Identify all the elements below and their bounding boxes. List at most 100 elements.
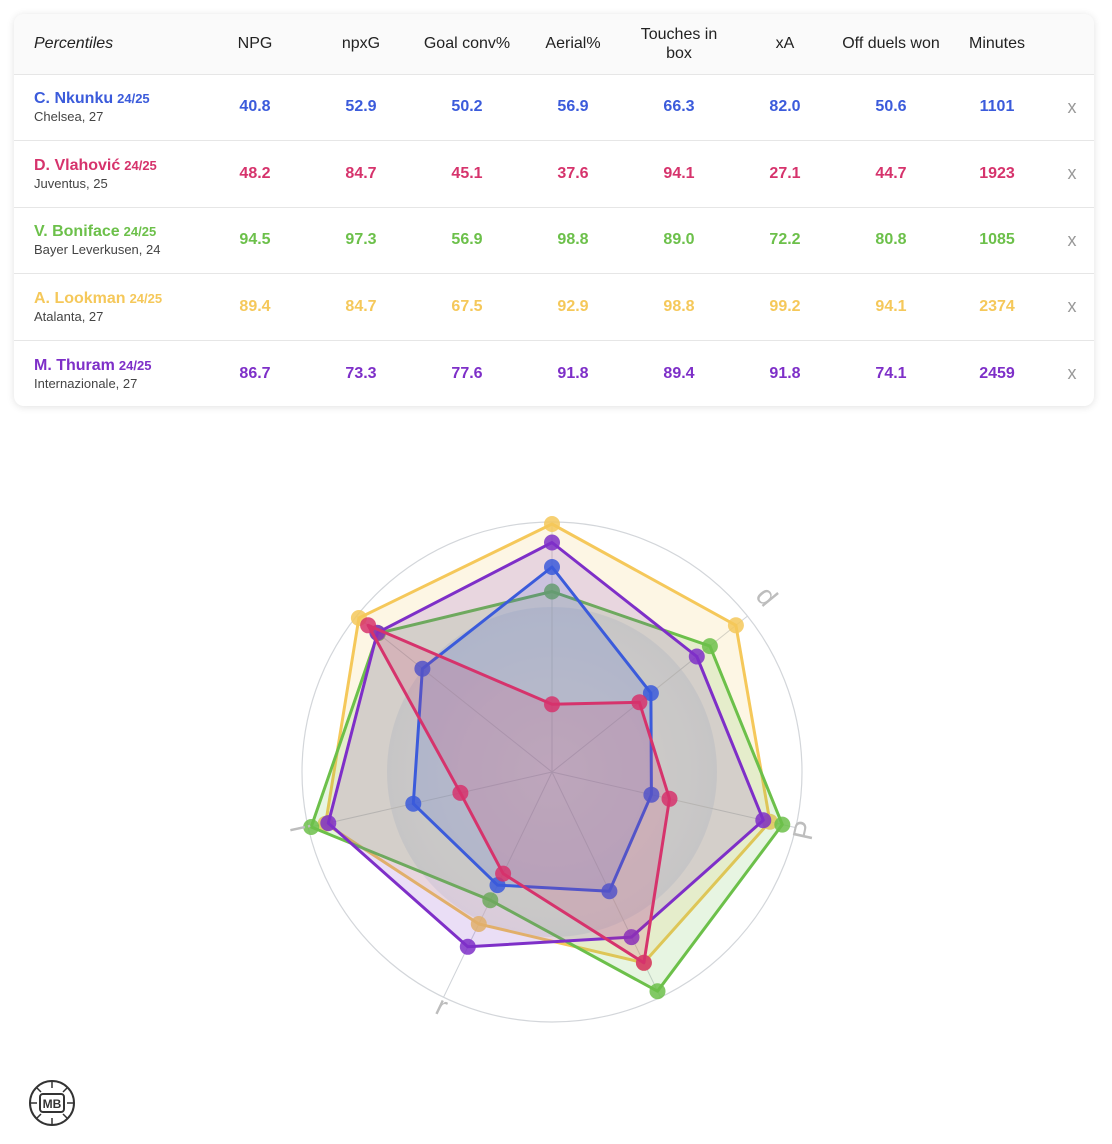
radar-point[interactable] [755, 812, 772, 829]
player-name[interactable]: D. Vlahović [34, 156, 121, 174]
header-minutes[interactable]: Minutes [968, 35, 1026, 53]
stat-value: 2459 [979, 364, 1015, 382]
player-season: 24/25 [129, 290, 163, 306]
radar-point[interactable] [495, 865, 512, 882]
remove-player-button[interactable]: x [1067, 296, 1077, 317]
header-npg[interactable]: NPG [237, 35, 273, 53]
stat-value: 1085 [979, 231, 1015, 249]
radar-point[interactable] [688, 648, 705, 665]
player-club: Juventus, 25 [34, 175, 108, 191]
player-row: D. Vlahović 24/25 Juventus, 25 48.2 84.7 45.1… [14, 140, 1094, 208]
radar-point[interactable] [544, 534, 560, 551]
stat-value: 94.1 [875, 297, 907, 315]
stat-value: 92.9 [557, 297, 589, 315]
player-name[interactable]: M. Thuram [34, 356, 115, 374]
radar-point[interactable] [601, 883, 618, 900]
logo-text: MB [43, 1097, 62, 1111]
radar-point[interactable] [631, 694, 648, 711]
radar-series-polygon [411, 565, 653, 893]
radar-point[interactable] [643, 786, 660, 803]
player-row: M. Thuram 24/25 Internazionale, 27 86.7 73.3… [14, 340, 1094, 406]
player-name[interactable]: C. Nkunku [34, 90, 114, 108]
stat-value: 77.6 [451, 364, 483, 382]
stat-value: 89.0 [663, 231, 695, 249]
radar-point[interactable] [544, 559, 560, 575]
radar-series[interactable] [320, 534, 772, 955]
radar-axis-label: Aerial% [0, 430, 316, 834]
mb-logo: MB [29, 1080, 75, 1126]
radar-point[interactable] [774, 816, 791, 833]
player-season: 24/25 [118, 357, 152, 373]
radar-point[interactable] [661, 790, 678, 807]
player-season: 24/25 [123, 224, 157, 240]
percentile-table: Percentiles NPG npxG Goal conv% Aerial% … [14, 14, 1094, 406]
header-off-duels-won[interactable]: Off duels won [842, 35, 940, 53]
remove-player-button[interactable]: x [1067, 163, 1077, 184]
stat-value: 97.3 [345, 231, 377, 249]
radar-series-polygon [366, 623, 671, 965]
radar-point[interactable] [470, 916, 487, 932]
radar-series[interactable] [317, 516, 778, 971]
header-goal-conv[interactable]: Goal conv% [423, 35, 511, 53]
player-row: V. Boniface 24/25 Bayer Leverkusen, 24 94.5… [14, 207, 1094, 274]
stat-value: 27.1 [769, 164, 801, 182]
player-cell: M. Thuram 24/25 Internazionale, 27 [14, 340, 202, 406]
radar-point[interactable] [459, 938, 476, 955]
stat-value: 37.6 [557, 164, 589, 182]
radar-point[interactable] [405, 795, 422, 812]
radar-point[interactable] [649, 983, 666, 1000]
stat-value: 67.5 [451, 297, 483, 315]
stat-value: 89.4 [663, 364, 695, 382]
radar-spoke [308, 771, 553, 829]
radar-point[interactable] [544, 516, 560, 532]
radar-series-polygon [309, 590, 784, 993]
percentile-table-card: Percentiles NPG npxG Goal conv% Aerial% … [14, 14, 1094, 406]
stat-value: 73.3 [345, 364, 377, 382]
remove-player-button[interactable]: x [1067, 229, 1077, 250]
remove-player-button[interactable]: x [1067, 96, 1077, 117]
radar-point[interactable] [635, 954, 652, 971]
radar-point[interactable] [452, 784, 469, 801]
header-aerial[interactable]: Aerial% [545, 35, 601, 53]
player-name[interactable]: V. Boniface [34, 223, 120, 241]
header-touches-in-box[interactable]: Touches in box [640, 25, 718, 62]
radar-point[interactable] [303, 819, 320, 835]
player-name[interactable]: A. Lookman [34, 289, 126, 307]
header-remove [1050, 14, 1094, 74]
radar-series[interactable] [405, 559, 660, 900]
stat-value: 2374 [979, 297, 1015, 315]
radar-point[interactable] [544, 583, 560, 600]
radar-point[interactable] [623, 929, 640, 946]
stat-value: 94.5 [239, 231, 271, 249]
radar-point[interactable] [482, 892, 499, 909]
header-npxg[interactable]: npxG [341, 35, 381, 53]
player-club: Internazionale, 27 [34, 375, 138, 391]
radar-series-polygon [324, 522, 772, 965]
radar-point[interactable] [360, 617, 377, 634]
player-season: 24/25 [117, 91, 150, 107]
stat-value: 91.8 [557, 364, 589, 382]
radar-point[interactable] [414, 660, 431, 677]
radar-point[interactable] [320, 815, 337, 832]
stat-value: 66.3 [663, 98, 695, 116]
radar-point[interactable] [642, 685, 659, 702]
radar-series[interactable] [360, 617, 678, 971]
player-season: 24/25 [124, 157, 157, 173]
stat-value: 99.2 [769, 297, 801, 315]
stat-value: 52.9 [345, 98, 377, 116]
radar-point[interactable] [701, 638, 718, 655]
radar-point[interactable] [544, 696, 560, 713]
player-club: Atalanta, 27 [34, 308, 104, 324]
stat-value: 74.1 [875, 364, 907, 382]
stat-value: 84.7 [345, 164, 377, 182]
radar-point[interactable] [727, 617, 744, 634]
radar-axis-label: Off duels [0, 430, 784, 612]
stat-value: 98.8 [663, 297, 695, 315]
stat-value: 89.4 [239, 297, 271, 315]
player-club: Chelsea, 27 [34, 109, 104, 125]
remove-player-button[interactable]: x [1067, 363, 1077, 383]
stat-value: 48.2 [239, 164, 271, 182]
stat-value: 72.2 [769, 231, 801, 249]
header-xa[interactable]: xA [775, 35, 795, 53]
